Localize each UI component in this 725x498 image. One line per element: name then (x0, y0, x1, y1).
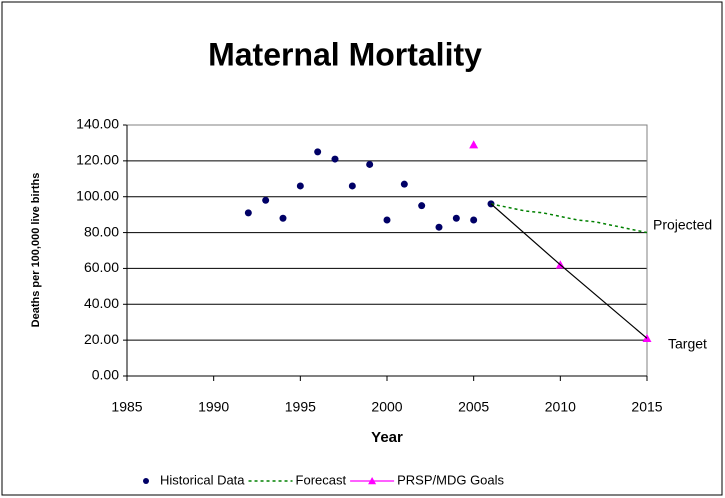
data-point (452, 214, 460, 222)
y-tick-label: 20.00 (84, 331, 119, 347)
y-tick-label: 0.00 (92, 367, 119, 383)
y-tick-label: 40.00 (84, 295, 119, 311)
data-point (366, 160, 374, 168)
x-tick-label: 2015 (631, 399, 662, 415)
x-tick-label: 2010 (545, 399, 576, 415)
y-axis-label: Deaths per 100,000 live births (30, 173, 42, 328)
data-point (296, 182, 304, 190)
annotation: Target (668, 336, 707, 352)
data-point (383, 216, 391, 224)
data-point (262, 196, 270, 204)
legend-marker (368, 477, 377, 485)
data-point (418, 202, 426, 210)
x-tick-label: 1985 (111, 399, 142, 415)
legend-label: PRSP/MDG Goals (397, 472, 504, 487)
data-point (470, 216, 478, 224)
y-tick-label: 100.00 (76, 187, 119, 203)
data-point (331, 155, 339, 163)
data-point (279, 214, 287, 222)
x-tick-label: 2005 (458, 399, 489, 415)
legend-label: Historical Data (160, 472, 245, 487)
x-tick-label: 1995 (285, 399, 316, 415)
data-point (314, 148, 322, 156)
x-tick-label: 1990 (198, 399, 229, 415)
data-point (469, 140, 479, 149)
annotation: Projected (653, 217, 712, 233)
data-point (244, 209, 252, 217)
chart-title: Maternal Mortality (208, 36, 482, 72)
y-tick-label: 140.00 (76, 116, 119, 132)
y-tick-label: 120.00 (76, 152, 119, 168)
data-point (435, 223, 443, 231)
data-point (348, 182, 356, 190)
legend-label: Forecast (296, 472, 347, 487)
series-line (490, 203, 648, 339)
x-axis-label: Year (371, 429, 403, 446)
y-tick-label: 80.00 (84, 223, 119, 239)
legend-marker (143, 478, 149, 484)
series-line (490, 203, 648, 234)
y-tick-label: 60.00 (84, 259, 119, 275)
data-point (400, 180, 408, 188)
x-tick-label: 2000 (371, 399, 402, 415)
